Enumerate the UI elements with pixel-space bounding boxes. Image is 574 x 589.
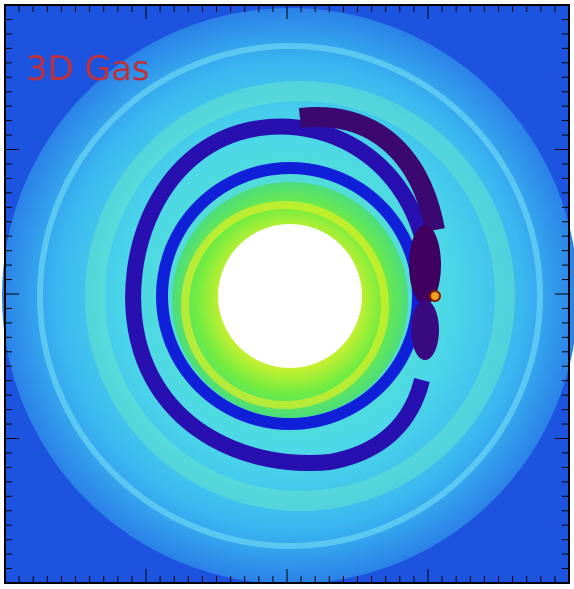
ring [85, 81, 515, 511]
planet [429, 290, 441, 302]
ring [181, 201, 389, 409]
wake [409, 225, 441, 305]
spiral-arm [298, 107, 445, 232]
ticks [4, 4, 570, 584]
inner-hole [218, 224, 362, 368]
ring [37, 43, 543, 549]
image-label: 3D Gas [26, 49, 150, 89]
wake [411, 300, 439, 360]
spiral-arm [125, 118, 438, 471]
